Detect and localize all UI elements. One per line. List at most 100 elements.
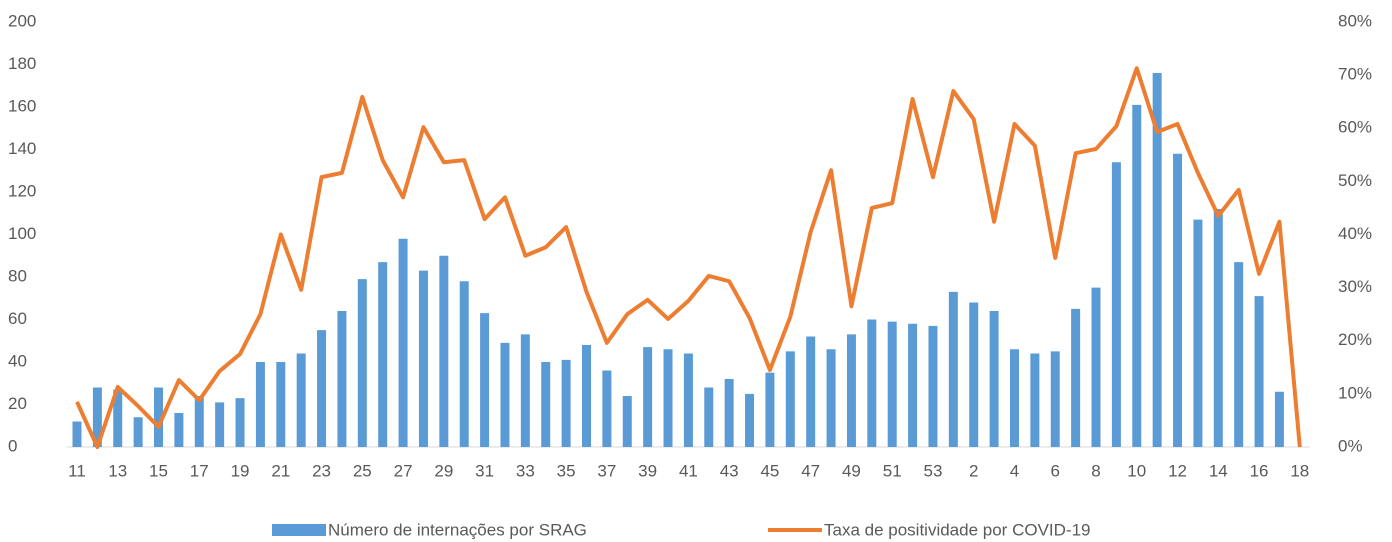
bar [989, 311, 999, 447]
x-tick-label: 12 [1168, 461, 1187, 480]
bar [704, 387, 714, 447]
x-tick-label: 16 [1250, 461, 1269, 480]
bar [745, 393, 755, 447]
x-tick-label: 11 [68, 461, 86, 480]
x-tick-label: 8 [1091, 461, 1100, 480]
x-tick-label: 27 [394, 461, 413, 480]
bar [928, 325, 938, 447]
bar [724, 379, 734, 447]
y2-tick-label: 50% [1338, 171, 1372, 190]
bar [235, 398, 245, 447]
x-tick-label: 17 [190, 461, 209, 480]
bar [1254, 296, 1264, 447]
y-tick-label: 80 [8, 266, 27, 285]
x-tick-label: 10 [1127, 461, 1146, 480]
bar [276, 362, 286, 447]
x-tick-label: 47 [801, 461, 820, 480]
bar [418, 270, 428, 447]
y-tick-label: 20 [8, 394, 27, 413]
y2-tick-label: 30% [1338, 277, 1372, 296]
x-tick-label: 29 [434, 461, 453, 480]
bar [378, 262, 388, 447]
bar [622, 396, 632, 447]
bar [92, 387, 102, 447]
bar [459, 281, 469, 447]
bar [806, 336, 816, 447]
bar [602, 370, 612, 447]
bar [683, 353, 693, 447]
bar [663, 349, 673, 447]
legend-label: Taxa de positividade por COVID-19 [824, 520, 1090, 539]
bar [174, 413, 184, 447]
bar [541, 362, 551, 447]
bar [72, 421, 82, 447]
bar [785, 351, 795, 447]
x-tick-label: 31 [475, 461, 494, 480]
bar [948, 291, 958, 447]
bar [296, 353, 306, 447]
bar [1071, 308, 1081, 447]
x-tick-label: 25 [353, 461, 372, 480]
bar [1213, 209, 1223, 447]
y-tick-label: 140 [8, 139, 36, 158]
bar [867, 319, 877, 447]
x-tick-label: 19 [231, 461, 250, 480]
bar [194, 396, 204, 447]
y2-tick-label: 10% [1338, 383, 1372, 402]
y-tick-label: 200 [8, 11, 36, 30]
y2-tick-label: 60% [1338, 118, 1372, 137]
bar [1091, 287, 1101, 447]
x-tick-label: 37 [597, 461, 616, 480]
y2-tick-label: 80% [1338, 11, 1372, 30]
legend-label: Número de internações por SRAG [328, 520, 587, 539]
bar [887, 321, 897, 447]
bar [255, 362, 265, 447]
x-tick-label: 53 [924, 461, 943, 480]
line [75, 66, 1302, 449]
x-tick-label: 51 [883, 461, 902, 480]
x-tick-label: 14 [1209, 461, 1228, 480]
bar [1234, 262, 1244, 447]
bar [1050, 351, 1060, 447]
y-tick-label: 180 [8, 54, 36, 73]
bar [1132, 104, 1142, 447]
bar [561, 359, 571, 447]
bar [1111, 162, 1121, 447]
bar [846, 334, 856, 447]
y-tick-label: 160 [8, 96, 36, 115]
bar [215, 402, 225, 447]
x-tick-label: 49 [842, 461, 861, 480]
bar [133, 417, 143, 447]
bar [113, 389, 123, 447]
bar [154, 387, 164, 447]
bar [1030, 353, 1040, 447]
x-tick-label: 18 [1290, 461, 1309, 480]
bar [765, 372, 775, 447]
bar [1193, 219, 1203, 447]
bar [969, 302, 979, 447]
y2-tick-label: 20% [1338, 330, 1372, 349]
y-tick-label: 100 [8, 224, 36, 243]
bar [439, 255, 449, 447]
x-tick-label: 2 [969, 461, 978, 480]
x-tick-label: 39 [638, 461, 657, 480]
x-tick-label: 15 [149, 461, 168, 480]
y-tick-label: 120 [8, 181, 36, 200]
legend-swatch [272, 524, 326, 536]
x-tick-label: 23 [312, 461, 331, 480]
y-tick-label: 60 [8, 309, 27, 328]
bar [581, 345, 591, 447]
bar [337, 311, 347, 447]
y-tick-label: 0 [8, 436, 17, 455]
x-tick-label: 35 [557, 461, 576, 480]
bar [398, 238, 408, 447]
y-tick-label: 40 [8, 351, 27, 370]
bar [908, 323, 918, 447]
x-tick-label: 6 [1051, 461, 1060, 480]
x-tick-label: 41 [679, 461, 698, 480]
x-tick-label: 4 [1010, 461, 1019, 480]
bar [520, 334, 530, 447]
bar [643, 347, 653, 447]
x-tick-label: 21 [271, 461, 290, 480]
